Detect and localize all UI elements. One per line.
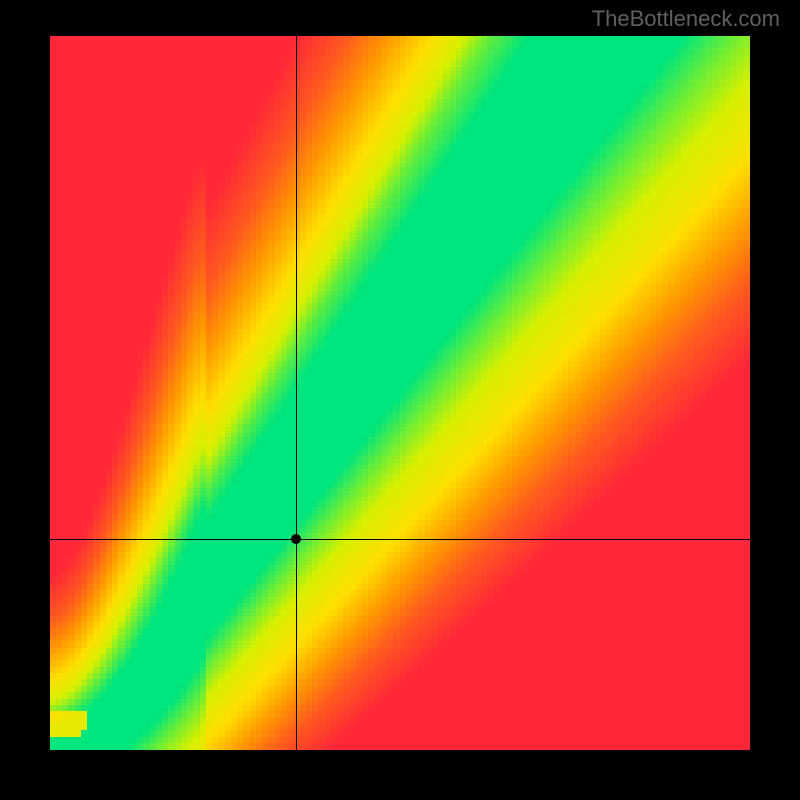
crosshair-marker (291, 534, 301, 544)
heatmap-canvas (50, 36, 750, 750)
heatmap-plot (50, 36, 750, 750)
watermark-text: TheBottleneck.com (592, 6, 780, 32)
crosshair-horizontal (50, 539, 750, 540)
crosshair-vertical (296, 36, 297, 750)
